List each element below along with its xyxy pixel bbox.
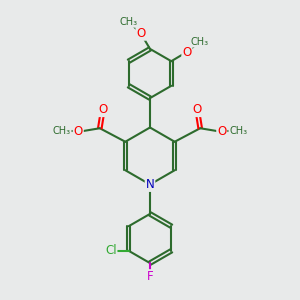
Text: CH₃: CH₃ — [53, 126, 71, 136]
Text: O: O — [136, 27, 146, 40]
Text: O: O — [217, 125, 226, 138]
Text: CH₃: CH₃ — [119, 17, 137, 27]
Text: CH₃: CH₃ — [190, 37, 208, 47]
Text: O: O — [193, 103, 202, 116]
Text: CH₃: CH₃ — [229, 126, 247, 136]
Text: F: F — [147, 270, 153, 283]
Text: O: O — [98, 103, 107, 116]
Text: O: O — [74, 125, 83, 138]
Text: N: N — [146, 178, 154, 191]
Text: O: O — [182, 46, 191, 59]
Text: Cl: Cl — [105, 244, 116, 257]
